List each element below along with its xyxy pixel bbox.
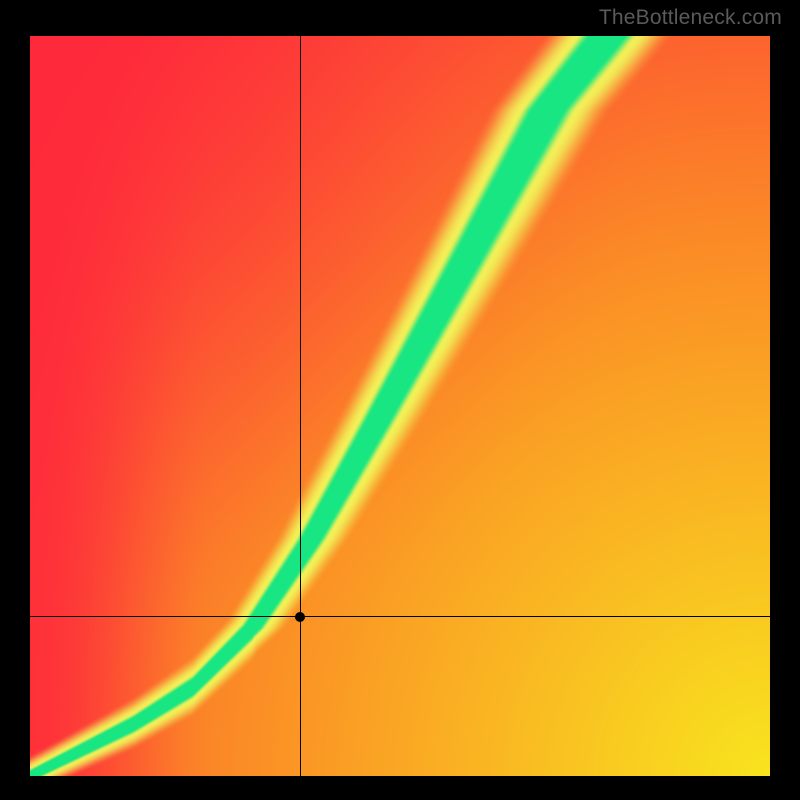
crosshair-horizontal: [30, 616, 770, 617]
heatmap-plot: [30, 36, 770, 776]
watermark-text: TheBottleneck.com: [599, 6, 782, 30]
chart-container: TheBottleneck.com: [0, 0, 800, 800]
heatmap-canvas: [30, 36, 770, 776]
crosshair-vertical: [300, 36, 301, 776]
data-point-marker: [295, 612, 305, 622]
